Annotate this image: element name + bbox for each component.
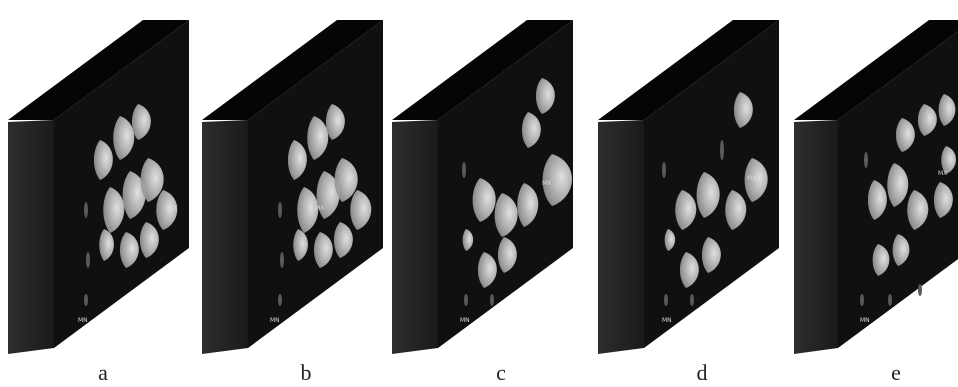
surface-bump-5: [679, 252, 699, 288]
surface-bump-8: [333, 222, 353, 258]
surface-bump-0: [287, 140, 307, 180]
block-render-b: MX MN: [202, 20, 383, 354]
surface-bump-4: [744, 158, 768, 202]
surface-bump-6: [477, 252, 497, 288]
surface-bump-3: [103, 187, 125, 233]
min-marker: MN: [662, 317, 672, 324]
surface-bump-6: [156, 190, 178, 230]
block-top-face: [794, 20, 958, 120]
surface-tick-0: [662, 162, 666, 178]
surface-bump-5: [938, 94, 956, 126]
panel-d: MX MN d: [592, 0, 782, 387]
surface-bump-7: [872, 244, 890, 276]
block-top-face: [598, 20, 779, 120]
block-render-e: MX MN: [794, 20, 958, 354]
surface-tick-3: [918, 284, 922, 296]
panel-c: MX MN c: [392, 0, 582, 387]
surface-bump-5: [140, 158, 164, 202]
max-marker: MX: [315, 205, 324, 212]
surface-bump-2: [521, 112, 541, 148]
surface-tick-1: [664, 294, 668, 306]
surface-bump-1: [887, 163, 909, 207]
surface-bump-8: [462, 229, 474, 251]
surface-bump-8: [139, 222, 159, 258]
surface-bump-4: [517, 183, 539, 227]
surface-bump-2: [131, 104, 151, 140]
block-top-face: [392, 20, 573, 120]
surface-bump-1: [494, 193, 518, 237]
panel-b-caption: b: [300, 360, 312, 385]
surface-bump-4: [122, 171, 146, 219]
block-front-slab: [794, 120, 838, 354]
surface-bump-3: [733, 92, 753, 128]
surface-bump-2: [907, 190, 929, 230]
block-front-slab: [8, 120, 54, 354]
surface-tick-2: [690, 294, 694, 306]
max-marker: MX: [747, 175, 756, 182]
panel-b: MX MN b: [202, 0, 387, 387]
surface-bump-9: [293, 229, 308, 261]
surface-bump-0: [472, 178, 496, 222]
surface-tick-1: [860, 294, 864, 306]
surface-tick-2: [490, 294, 494, 306]
surface-bump-5: [542, 154, 572, 206]
surface-bump-7: [664, 229, 676, 251]
surface-bump-3: [895, 118, 915, 152]
block-top-face: [8, 20, 189, 120]
panel-a: MX MN a: [8, 0, 193, 387]
surface-bump-3: [297, 187, 319, 233]
block-front-slab: [202, 120, 248, 354]
surface-tick-1: [86, 252, 90, 268]
min-marker: MN: [460, 317, 470, 324]
surface-tick-0: [864, 152, 868, 168]
panel-a-caption: a: [98, 360, 108, 385]
panel-e: MX MN e: [790, 0, 958, 387]
surface-bump-6: [701, 237, 721, 273]
surface-bump-0: [93, 140, 113, 180]
min-marker: MN: [860, 317, 870, 324]
surface-bump-1: [113, 116, 135, 160]
max-marker: MX: [938, 170, 947, 177]
surface-bump-6: [933, 182, 953, 218]
surface-bump-6: [350, 190, 372, 230]
surface-bump-5: [334, 158, 358, 202]
surface-bump-1: [307, 116, 329, 160]
surface-bump-1: [696, 172, 720, 218]
block-front-slab: [392, 120, 438, 354]
block-front-slab: [598, 120, 644, 354]
panel-e-caption: e: [891, 360, 901, 385]
min-marker: MN: [270, 317, 280, 324]
block-top-face: [202, 20, 383, 120]
surface-bump-4: [316, 171, 340, 219]
surface-tick-0: [462, 162, 466, 178]
surface-bump-7: [313, 232, 333, 268]
surface-tick-2: [278, 294, 282, 306]
max-marker: MX: [542, 180, 551, 187]
block-render-a: MX MN: [8, 20, 189, 354]
surface-tick-0: [84, 202, 88, 218]
surface-bump-7: [497, 237, 517, 273]
surface-bump-9: [99, 229, 114, 261]
surface-bump-2: [325, 104, 345, 140]
min-marker: MN: [78, 317, 88, 324]
block-render-d: MX MN: [598, 20, 779, 354]
panel-c-caption: c: [496, 360, 506, 385]
max-marker: MX: [168, 205, 177, 212]
surface-tick-1: [280, 252, 284, 268]
surface-bump-0: [675, 190, 697, 230]
surface-bump-3: [535, 78, 555, 114]
block-render-c: MX MN: [392, 20, 573, 354]
surface-tick-2: [888, 294, 892, 306]
surface-tick-2: [84, 294, 88, 306]
surface-bump-7: [119, 232, 139, 268]
surface-tick-3: [720, 140, 724, 160]
surface-bump-0: [867, 180, 887, 220]
surface-bump-9: [941, 146, 956, 174]
surface-bump-8: [892, 234, 910, 266]
surface-bump-2: [725, 190, 747, 230]
surface-bump-4: [917, 104, 937, 136]
surface-tick-0: [278, 202, 282, 218]
surface-tick-1: [464, 294, 468, 306]
panel-d-caption: d: [696, 360, 708, 385]
